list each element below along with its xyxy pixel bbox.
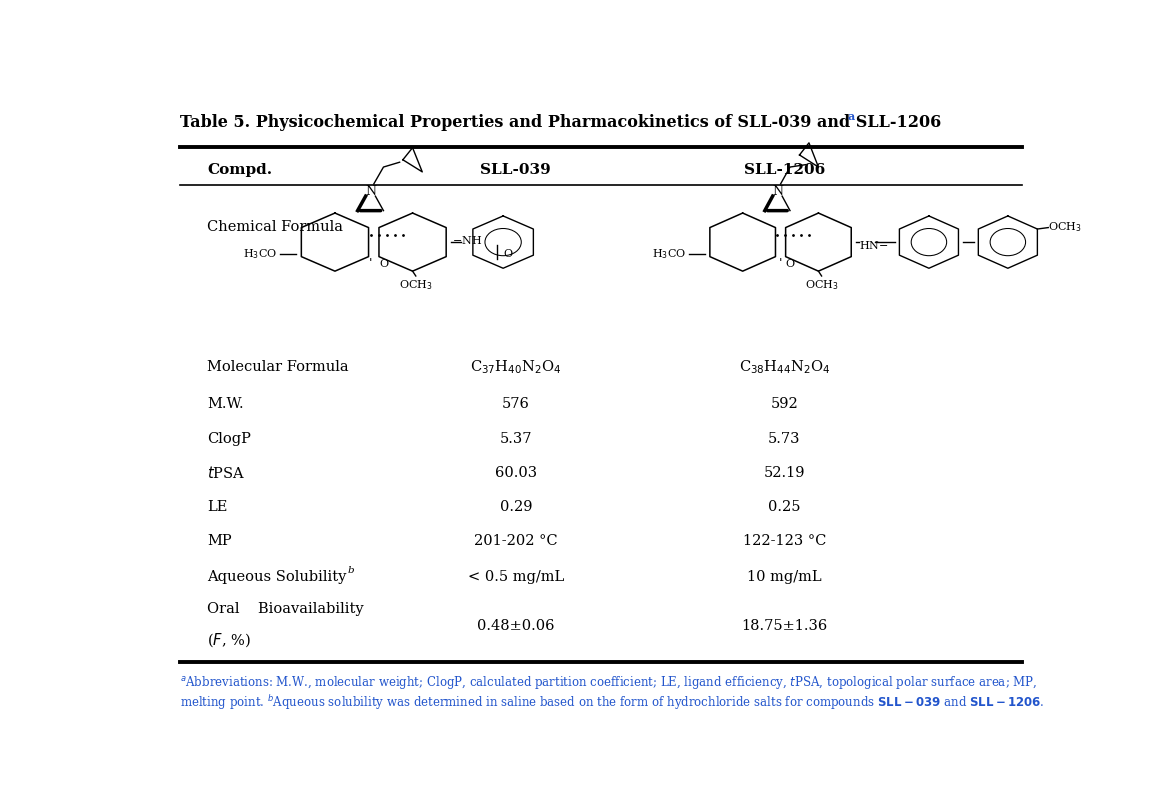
Text: M.W.: M.W.	[207, 397, 244, 412]
Text: $^a$Abbreviations: M.W., molecular weight; ClogP, calculated partition coefficie: $^a$Abbreviations: M.W., molecular weigh…	[180, 674, 1037, 691]
Text: < 0.5 mg/mL: < 0.5 mg/mL	[468, 570, 564, 583]
Text: ': '	[778, 257, 782, 270]
Text: a: a	[848, 111, 855, 122]
Text: N: N	[365, 185, 377, 198]
Text: 0.29: 0.29	[500, 500, 532, 514]
Text: 592: 592	[770, 397, 798, 412]
Text: ': '	[368, 257, 372, 270]
Text: OCH$_3$: OCH$_3$	[805, 278, 839, 292]
Text: H$_3$CO: H$_3$CO	[651, 247, 686, 261]
Text: ClogP: ClogP	[207, 432, 251, 445]
Text: HN$-$: HN$-$	[859, 239, 889, 250]
Text: OCH$_3$: OCH$_3$	[1049, 220, 1082, 235]
Text: 18.75±1.36: 18.75±1.36	[742, 619, 827, 633]
Text: 5.37: 5.37	[500, 432, 532, 445]
Text: ($F$, %): ($F$, %)	[207, 631, 251, 649]
Text: Aqueous Solubility: Aqueous Solubility	[207, 570, 346, 583]
Text: C$_{37}$H$_{40}$N$_2$O$_4$: C$_{37}$H$_{40}$N$_2$O$_4$	[470, 358, 561, 376]
Text: 52.19: 52.19	[763, 466, 805, 480]
Text: $-$NH: $-$NH	[453, 234, 483, 245]
Text: 60.03: 60.03	[494, 466, 537, 480]
Text: O: O	[504, 249, 513, 259]
Text: Table 5. Physicochemical Properties and Pharmacokinetics of SLL-039 and SLL-1206: Table 5. Physicochemical Properties and …	[180, 115, 941, 132]
Text: N: N	[772, 185, 783, 198]
Text: 0.25: 0.25	[768, 500, 800, 514]
Text: Chemical Formula: Chemical Formula	[207, 220, 343, 234]
Text: Molecular Formula: Molecular Formula	[207, 360, 349, 374]
Text: Oral    Bioavailability: Oral Bioavailability	[207, 603, 364, 617]
Text: H$_3$CO: H$_3$CO	[243, 247, 277, 261]
Text: OCH$_3$: OCH$_3$	[398, 278, 433, 292]
Text: SLL-1206: SLL-1206	[744, 163, 825, 178]
Text: SLL-039: SLL-039	[480, 163, 551, 178]
Text: 5.73: 5.73	[768, 432, 800, 445]
Text: C$_{38}$H$_{44}$N$_2$O$_4$: C$_{38}$H$_{44}$N$_2$O$_4$	[739, 358, 830, 376]
Text: $\it{t}$PSA: $\it{t}$PSA	[207, 465, 245, 481]
Text: 122-123 °C: 122-123 °C	[743, 534, 826, 548]
Text: MP: MP	[207, 534, 232, 548]
Text: 10 mg/mL: 10 mg/mL	[747, 570, 821, 583]
Text: 0.48±0.06: 0.48±0.06	[477, 619, 554, 633]
Text: b: b	[348, 566, 355, 575]
Text: 576: 576	[502, 397, 530, 412]
Text: Compd.: Compd.	[207, 163, 273, 178]
Text: O: O	[379, 259, 388, 269]
Text: 201-202 °C: 201-202 °C	[474, 534, 558, 548]
Text: LE: LE	[207, 500, 228, 514]
Text: O: O	[785, 259, 795, 269]
Text: melting point. $^b$Aqueous solubility was determined in saline based on the form: melting point. $^b$Aqueous solubility wa…	[180, 693, 1045, 712]
